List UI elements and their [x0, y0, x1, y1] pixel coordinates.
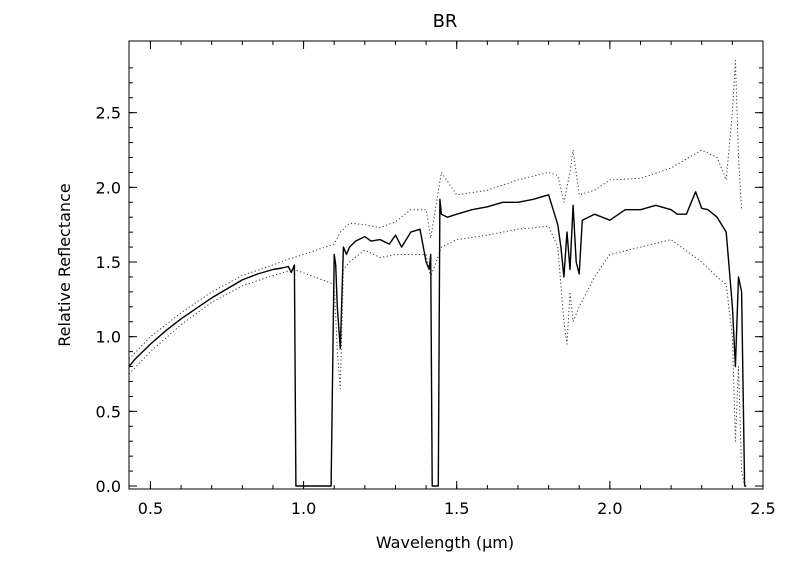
x-axis-label: Wavelength (μm)	[376, 533, 514, 552]
x-tick-label: 1.5	[444, 499, 469, 518]
series-layer	[128, 59, 747, 487]
x-tick-label: 1.0	[291, 499, 316, 518]
x-tick-label: 0.5	[138, 499, 163, 518]
x-tick-label: 2.0	[597, 499, 622, 518]
y-tick-label: 2.5	[96, 104, 121, 123]
x-tick-label: 2.5	[750, 499, 775, 518]
series-mean-line	[128, 191, 747, 487]
series-error-line-2	[128, 225, 746, 487]
plot-frame	[128, 40, 764, 490]
y-axis-label: Relative Reflectance	[55, 183, 74, 346]
axis-ticks: 0.5 1.0 1.5 2.0 2.5 0.0 0.5 1.0 1.5 2.0 2.5	[96, 41, 776, 518]
chart-title: BR	[433, 11, 458, 32]
y-tick-label: 1.5	[96, 253, 121, 272]
y-tick-label: 2.0	[96, 178, 121, 197]
y-tick-label: 1.0	[96, 328, 121, 347]
y-tick-label: 0.5	[96, 402, 121, 421]
y-tick-label: 0.0	[96, 477, 121, 496]
series-error-line-1	[128, 59, 743, 360]
